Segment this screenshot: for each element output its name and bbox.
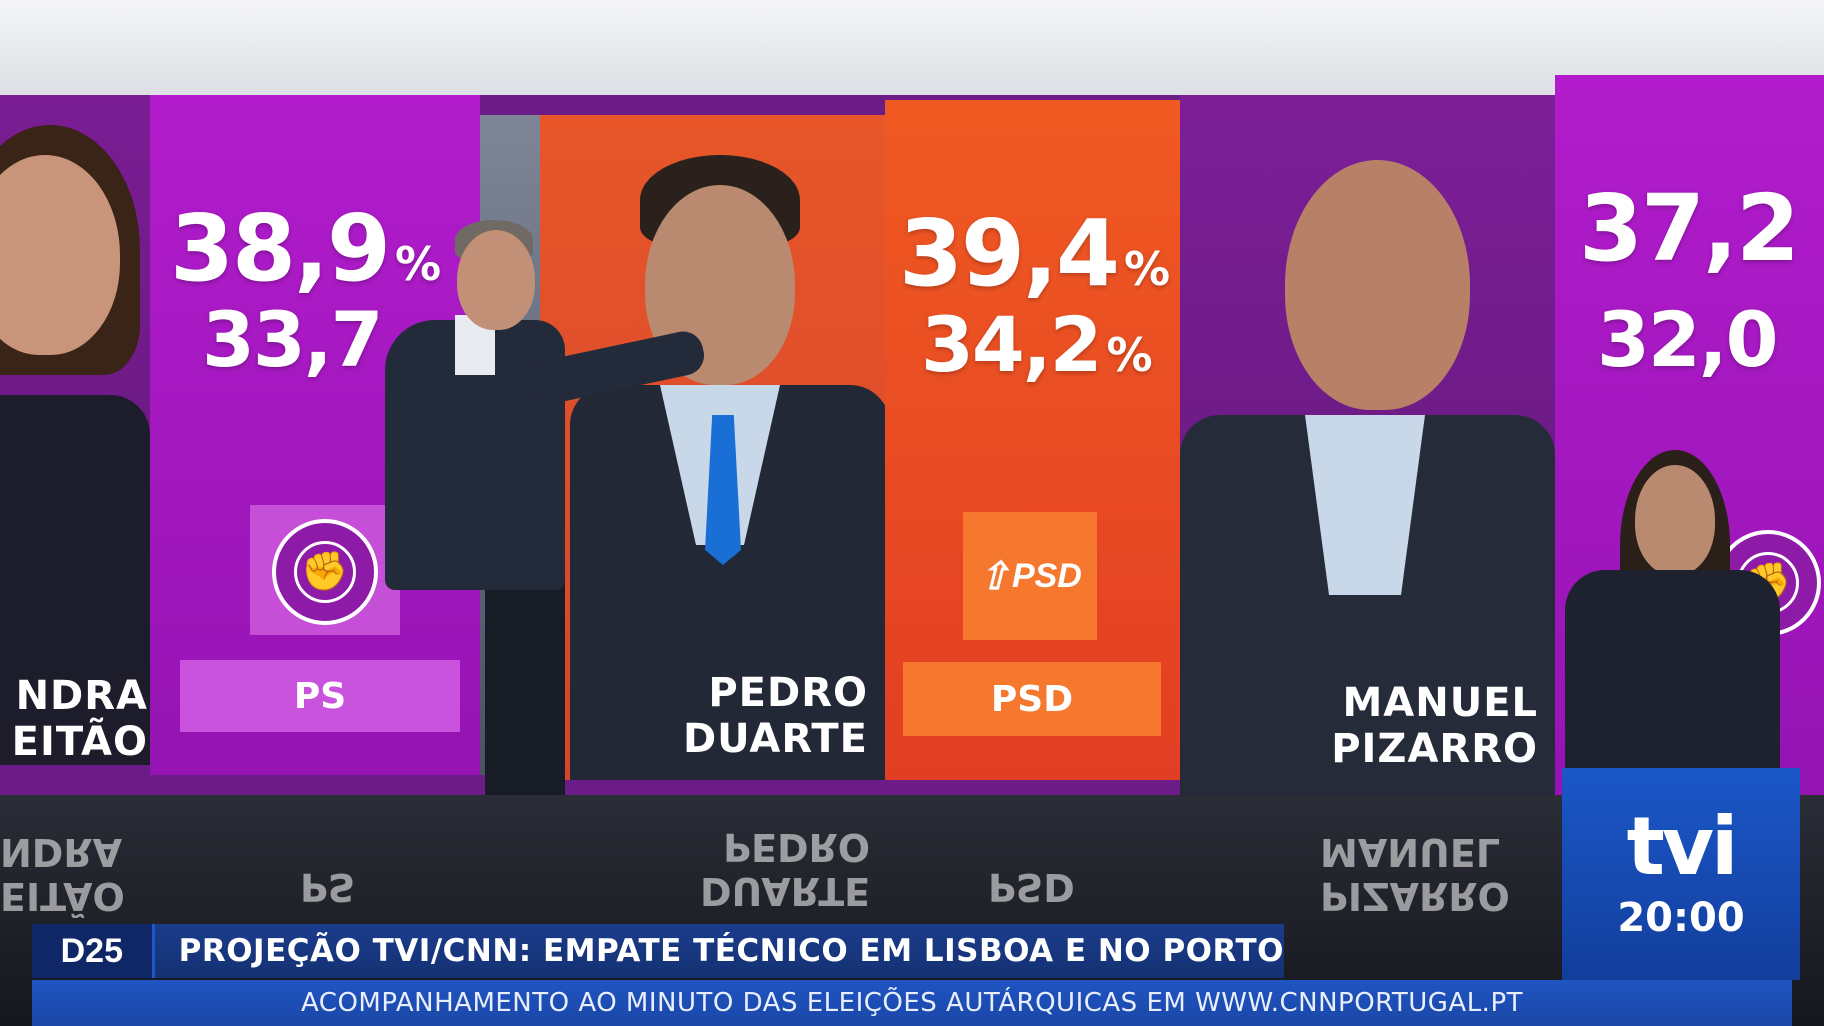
left-candidate-photo-panel: NDRA EITÃO [0,95,150,765]
tvi-logo: tvi [1626,800,1739,893]
percent-sign: % [1106,328,1153,382]
center-candidate-photo-panel: PEDRO DUARTE [540,115,885,780]
d25-tag: D25 [32,924,155,978]
center-candidate-name: PEDRO DUARTE [620,670,868,762]
video-wall: NDRA EITÃO 38,9% 33,7 ✊ PS [0,75,1824,795]
percent-sign: % [1124,242,1170,296]
left-candidate-name-line2: EITÃO [11,719,148,765]
right-candidate-name-line1: MANUEL [1342,680,1538,726]
ps-results-panel: 38,9% 33,7 ✊ PS [150,95,480,775]
reflection-right-name: PIZARRO MANUEL [1320,830,1510,918]
reflection-center-name: DUARTE PEDRO [700,825,871,913]
center-candidate-name-line2: DUARTE [682,716,868,762]
reflection-ps-label: PS [300,865,356,909]
ps-logo-tile: ✊ [250,505,400,635]
reflection-left-name: EITÃO NDRA [0,830,125,918]
right-candidate-photo-panel: MANUEL PIZARRO [1180,95,1555,795]
left-candidate-name-line1: NDRA [15,673,148,719]
center-candidate-name-line1: PEDRO [708,670,868,716]
right-candidate-name-line2: PIZARRO [1331,726,1538,772]
reflection-psd-label: PSD [988,865,1075,909]
broadcast-clock: 20:00 [1617,895,1745,941]
ps-projection-high: 38,9% [170,195,441,302]
subline-ticker: ACOMPANHAMENTO AO MINUTO DAS ELEIÇÕES AU… [32,980,1792,1026]
left-candidate-name: NDRA EITÃO [0,673,148,765]
sign-language-interpreter [1550,440,1790,770]
percent-sign: % [395,237,441,291]
headline-text: PROJEÇÃO TVI/CNN: EMPATE TÉCNICO EM LISB… [178,933,1284,969]
right-projection-high: 37,2 [1579,175,1800,282]
channel-logo-box: tvi 20:00 [1562,768,1800,980]
headline-ticker: D25 PROJEÇÃO TVI/CNN: EMPATE TÉCNICO EM … [32,924,1284,978]
right-candidate-name: MANUEL PIZARRO [1240,680,1538,772]
psd-projection-high: 39,4% [899,200,1170,307]
psd-party-label: PSD [903,662,1161,736]
psd-projection-low: 34,2% [921,300,1153,389]
ps-fist-logo-icon: ✊ [272,519,378,625]
psd-results-panel: 39,4% 34,2% ⇧ PSD PSD [885,100,1180,780]
psd-arrow-logo-icon: ⇧ PSD [963,512,1097,640]
studio-ceiling [0,0,1824,110]
ps-party-label: PS [180,660,460,732]
ps-projection-low: 33,7 [202,295,384,384]
right-projection-low: 32,0 [1597,295,1779,384]
